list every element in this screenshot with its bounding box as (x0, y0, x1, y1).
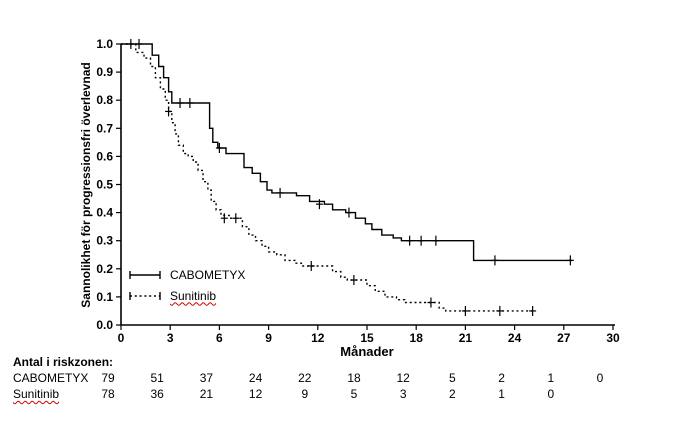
y-tick-label: 0.8 (96, 93, 113, 107)
risk-table-title: Antal i riskzonen: (13, 355, 114, 369)
y-tick-label: 0.2 (96, 262, 113, 276)
risk-count: 12 (396, 371, 410, 385)
risk-count: 79 (101, 371, 115, 385)
y-tick-label: 0.0 (96, 318, 113, 332)
x-tick-label: 30 (606, 331, 620, 345)
x-tick-label: 6 (216, 331, 223, 345)
risk-count: 22 (298, 371, 312, 385)
risk-count: 1 (547, 371, 555, 385)
x-tick-label: 15 (360, 331, 374, 345)
y-tick-label: 0.7 (96, 121, 113, 135)
km-curve-sunitinib (121, 43, 535, 312)
risk-count: 2 (498, 371, 505, 385)
risk-count: 51 (150, 371, 164, 385)
dotted-line-sample (129, 291, 161, 300)
y-axis-title: Sannolikhet för progressionsfri överlevn… (79, 62, 93, 308)
risk-count: 21 (199, 387, 214, 401)
y-tick-label: 0.6 (96, 149, 113, 163)
risk-count: 1 (498, 387, 505, 401)
risk-count: 5 (350, 387, 358, 401)
risk-count: 2 (449, 387, 456, 401)
risk-count: 37 (199, 371, 214, 385)
km-curve-cabometyx (121, 43, 572, 262)
legend-item-sunitinib: Sunitinib (127, 285, 245, 306)
x-tick-label: 12 (311, 331, 325, 345)
x-tick-label: 9 (265, 331, 272, 345)
x-tick-label: 3 (167, 331, 174, 345)
legend-label-cabometyx: CABOMETYX (170, 267, 246, 282)
y-tick-label: 0.9 (96, 65, 113, 79)
risk-count: 12 (248, 387, 263, 401)
y-tick-label: 0.4 (96, 206, 113, 220)
risk-row-label-cabometyx: CABOMETYX (13, 371, 89, 385)
legend: CABOMETYX Sunitinib (127, 264, 245, 306)
x-tick-label: 21 (459, 331, 473, 345)
solid-line-sample (129, 270, 161, 279)
risk-count: 18 (347, 371, 361, 385)
risk-count: 78 (101, 387, 115, 401)
x-axis-title: Månader (340, 344, 394, 359)
risk-count: 0 (547, 387, 555, 401)
x-tick-label: 0 (118, 331, 125, 345)
risk-count: 9 (301, 387, 309, 401)
x-tick-label: 27 (557, 331, 571, 345)
risk-count: 3 (399, 387, 407, 401)
risk-row-label-sunitinib: Sunitinib (13, 387, 60, 401)
risk-count: 0 (596, 371, 604, 385)
x-tick-label: 18 (410, 331, 424, 345)
y-tick-label: 0.3 (96, 234, 113, 248)
legend-item-cabometyx: CABOMETYX (127, 264, 245, 285)
y-tick-label: 0.5 (96, 178, 113, 192)
legend-label-sunitinib: Sunitinib (170, 288, 217, 303)
risk-count: 24 (248, 371, 263, 385)
y-tick-label: 0.1 (96, 290, 113, 304)
risk-count: 5 (449, 371, 456, 385)
x-tick-label: 24 (508, 331, 522, 345)
risk-count: 36 (150, 387, 164, 401)
y-tick-label: 1.0 (96, 37, 113, 51)
